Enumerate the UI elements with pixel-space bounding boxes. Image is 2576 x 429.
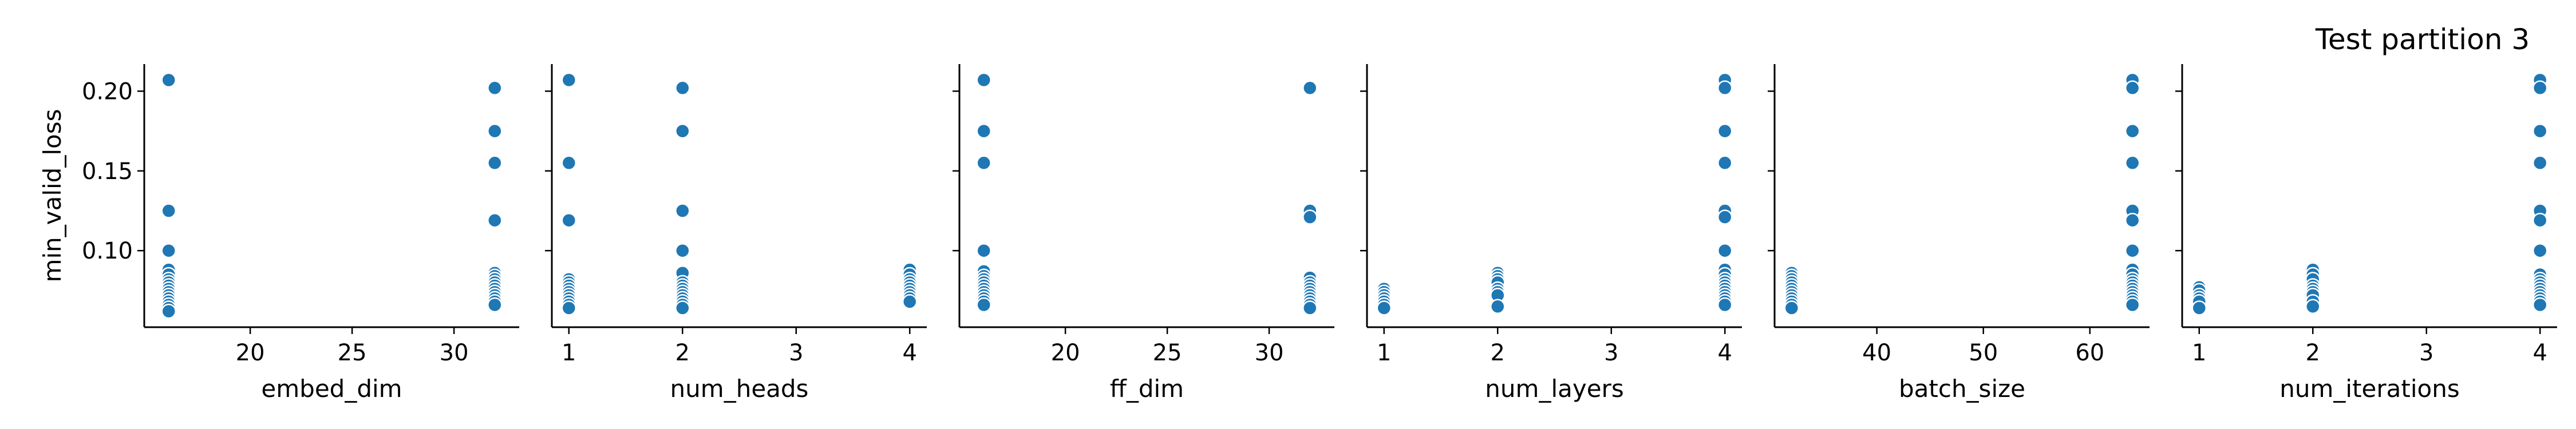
data-point <box>2305 299 2321 315</box>
x-tick-label: 3 <box>2419 340 2433 366</box>
data-point <box>487 123 503 139</box>
y-tick-label: 0.15 <box>82 158 133 185</box>
data-point <box>976 297 991 313</box>
data-point <box>2532 243 2548 259</box>
x-tick-label: 20 <box>1051 340 1080 366</box>
data-point <box>2532 80 2548 96</box>
data-point <box>161 72 176 88</box>
x-tick-label: 25 <box>338 340 367 366</box>
data-point <box>675 80 690 96</box>
data-point <box>1717 297 1733 313</box>
data-point <box>2532 212 2548 228</box>
data-point <box>561 72 577 88</box>
data-point <box>2532 123 2548 139</box>
data-point <box>487 212 503 228</box>
data-point <box>675 123 690 139</box>
data-point <box>487 80 503 96</box>
x-tick-label: 3 <box>1604 340 1618 366</box>
x-tick-label: 1 <box>2192 340 2206 366</box>
data-point <box>675 203 690 219</box>
x-tick-label: 4 <box>903 340 917 366</box>
data-point <box>2532 297 2548 313</box>
x-tick-label: 2 <box>1491 340 1505 366</box>
x-axis-label: ff_dim <box>1110 375 1184 403</box>
data-point <box>2124 243 2140 259</box>
x-axis-label: embed_dim <box>261 375 402 403</box>
x-tick-label: 2 <box>675 340 690 366</box>
scatter-panel-num_layers: 1 2 3 4 num_layers <box>1360 64 1742 403</box>
scatter-panel-ff_dim: 20 25 30 ff_dim <box>953 64 1334 403</box>
data-point <box>1717 123 1733 139</box>
data-point <box>976 123 991 139</box>
data-point <box>561 300 577 316</box>
x-tick-label: 3 <box>789 340 803 366</box>
data-point <box>675 300 690 316</box>
data-point <box>1784 300 1800 316</box>
data-point <box>2532 155 2548 171</box>
data-point <box>561 155 577 171</box>
x-tick-label: 30 <box>1255 340 1284 366</box>
data-point <box>1717 243 1733 259</box>
data-point <box>2124 212 2140 228</box>
y-tick-label: 0.20 <box>82 78 133 105</box>
x-tick-label: 4 <box>1718 340 1732 366</box>
data-point <box>2124 155 2140 171</box>
x-tick-label: 60 <box>2075 340 2104 366</box>
data-point <box>561 212 577 228</box>
data-point <box>1302 80 1318 96</box>
scatter-panel-num_iterations: 1 2 3 4 num_iterations <box>2175 64 2557 403</box>
data-point <box>487 155 503 171</box>
y-axis-label: min_valid_loss <box>38 109 66 283</box>
data-point <box>1302 209 1318 225</box>
x-axis-label: batch_size <box>1899 375 2025 403</box>
data-point <box>2124 123 2140 139</box>
data-point <box>976 243 991 259</box>
data-point <box>161 243 176 259</box>
x-tick-label: 25 <box>1153 340 1182 366</box>
x-tick-label: 4 <box>2533 340 2547 366</box>
data-point <box>1717 209 1733 225</box>
data-point <box>161 203 176 219</box>
x-axis-label: num_layers <box>1485 375 1623 403</box>
data-point <box>675 243 690 259</box>
scatter-panel-embed_dim: 20 25 30 0.10 0.15 0.20 embed_dim min_valid_los… <box>38 64 519 403</box>
x-tick-label: 50 <box>1969 340 1998 366</box>
data-point <box>1376 300 1392 316</box>
panels: 20 25 30 0.10 0.15 0.20 embed_dim min_valid_los… <box>38 64 2557 403</box>
data-point <box>2191 300 2207 316</box>
data-point <box>976 72 991 88</box>
x-tick-label: 20 <box>236 340 265 366</box>
data-point <box>902 294 918 309</box>
scatter-panel-num_heads: 1 2 3 4 num_heads <box>545 64 927 403</box>
figure-suptitle: Test partition 3 <box>2315 23 2530 56</box>
x-tick-label: 1 <box>1377 340 1391 366</box>
y-tick-label: 0.10 <box>82 238 133 264</box>
data-point <box>2124 80 2140 96</box>
x-tick-label: 30 <box>440 340 469 366</box>
data-point <box>1302 300 1318 316</box>
x-tick-label: 1 <box>562 340 576 366</box>
data-point <box>1717 155 1733 171</box>
data-point <box>976 155 991 171</box>
x-tick-label: 40 <box>1862 340 1891 366</box>
x-tick-label: 2 <box>2306 340 2320 366</box>
data-point <box>1717 80 1733 96</box>
data-point <box>1490 299 1506 315</box>
x-axis-label: num_iterations <box>2279 375 2459 403</box>
data-point <box>2124 297 2140 313</box>
data-point <box>161 303 176 319</box>
data-point <box>487 297 503 313</box>
x-axis-label: num_heads <box>670 375 809 403</box>
scatter-panel-batch_size: 40 50 60 batch_size <box>1768 64 2150 403</box>
